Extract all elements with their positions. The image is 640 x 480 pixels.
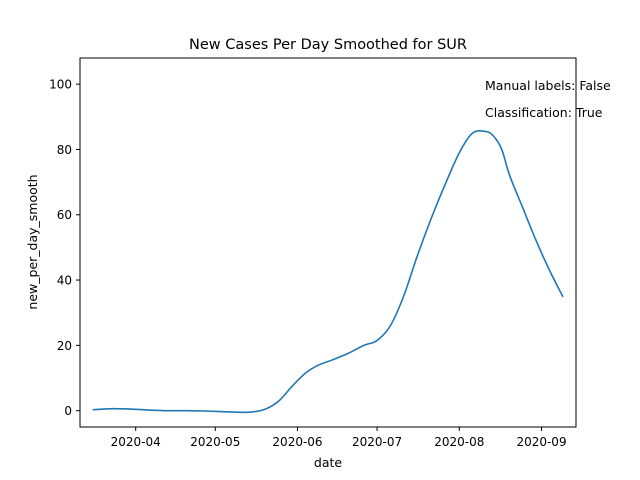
- x-tick-label: 2020-04: [111, 435, 161, 449]
- x-tick-label: 2020-08: [434, 435, 484, 449]
- x-tick-label: 2020-07: [352, 435, 402, 449]
- chart-marks: [92, 129, 564, 414]
- y-tick-label: 60: [57, 208, 72, 222]
- y-tick-label: 80: [57, 143, 72, 157]
- x-tick-label: 2020-06: [272, 435, 322, 449]
- y-tick-label: 100: [49, 78, 72, 92]
- y-tick-label: 20: [57, 339, 72, 353]
- y-axis-ticks: 0 20 40 60 80 100: [49, 78, 80, 418]
- y-tick-label: 0: [64, 404, 72, 418]
- series-line-0: [92, 129, 564, 414]
- x-tick-label: 2020-05: [190, 435, 240, 449]
- y-axis-label: new_per_day_smooth: [25, 174, 40, 309]
- x-tick-label: 2020-09: [516, 435, 566, 449]
- x-axis-label: date: [314, 455, 342, 470]
- x-axis-ticks: 2020-04 2020-05 2020-06 2020-07 2020-08 2020-…: [111, 427, 567, 449]
- annotation-classification: Classification: True: [485, 105, 603, 120]
- annotation-manual-labels: Manual labels: False: [485, 78, 611, 93]
- plot-frame: [79, 57, 577, 428]
- y-tick-label: 40: [57, 274, 72, 288]
- chart-title: New Cases Per Day Smoothed for SUR: [189, 37, 467, 53]
